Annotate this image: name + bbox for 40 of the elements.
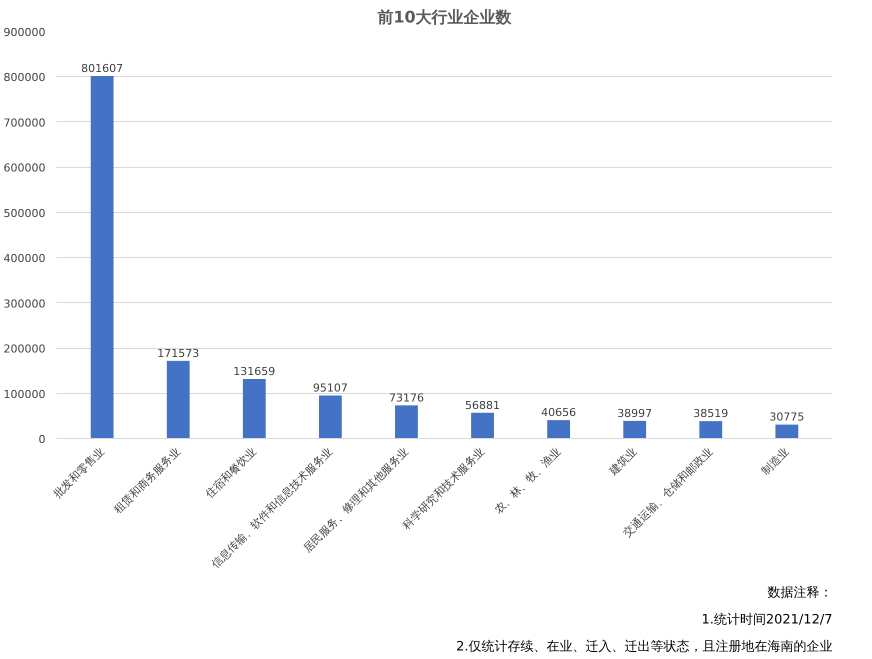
data-label: 801607 xyxy=(81,62,124,75)
y-tick-label: 600000 xyxy=(4,162,46,175)
bar xyxy=(775,424,798,438)
y-tick-label: 0 xyxy=(38,433,46,446)
bar xyxy=(395,405,418,438)
data-label: 40656 xyxy=(541,406,576,420)
data-label: 38997 xyxy=(617,406,652,420)
data-label: 30775 xyxy=(769,410,804,424)
data-label: 131659 xyxy=(233,364,276,378)
text: 1.统计时间2021/12/7 xyxy=(701,612,832,628)
x-tick-label: 建筑业 xyxy=(606,444,640,478)
y-tick-label: 100000 xyxy=(4,388,46,401)
text: 数据注释： xyxy=(768,586,832,600)
x-tick-label: 住宿和餐饮业 xyxy=(203,444,259,501)
bar xyxy=(242,378,266,438)
bar xyxy=(547,420,570,438)
y-tick-label: 900000 xyxy=(4,26,46,39)
y-tick-label: 500000 xyxy=(4,206,46,220)
x-tick-label: 制造业 xyxy=(758,444,792,478)
data-label: 171573 xyxy=(157,346,200,360)
text: 2.仅统计存续、在业、迁入、迁出等状态，且注册地在海南的企业 xyxy=(456,640,833,654)
x-tick-label: 租赁和商务服务业 xyxy=(111,444,183,516)
bar xyxy=(166,360,190,438)
data-label: 95107 xyxy=(312,381,348,394)
y-tick-label: 400000 xyxy=(4,252,46,266)
bar xyxy=(90,76,114,438)
data-label: 56881 xyxy=(465,398,500,412)
y-tick-label: 800000 xyxy=(4,71,46,84)
x-tick-label: 农、林、牧、渔业 xyxy=(492,444,564,516)
y-tick-label: 200000 xyxy=(4,342,46,356)
bar xyxy=(471,412,494,438)
bar xyxy=(318,395,342,438)
data-label: 38519 xyxy=(693,407,728,420)
x-tick-label: 批发和零售业 xyxy=(50,444,107,501)
y-tick-label: 300000 xyxy=(4,297,46,310)
y-tick-label: 700000 xyxy=(4,116,46,130)
bar xyxy=(699,421,722,438)
chart-title: 前10大行业企业数 xyxy=(376,8,513,26)
bar xyxy=(623,420,646,438)
data-label: 73176 xyxy=(388,391,424,404)
